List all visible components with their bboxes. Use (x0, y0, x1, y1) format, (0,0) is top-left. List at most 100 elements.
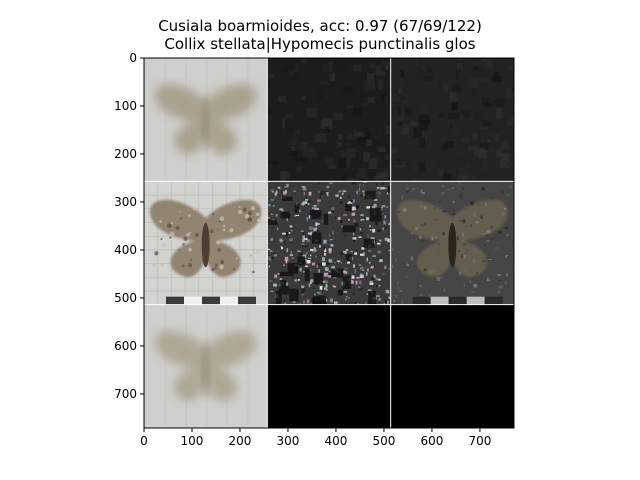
speckle (352, 199, 355, 203)
noise-patch (413, 127, 422, 138)
wing-pattern (188, 247, 192, 252)
speckle (358, 280, 362, 285)
axes-frame (143, 57, 515, 429)
speckle (327, 211, 332, 214)
speckle (312, 207, 314, 209)
speckle (345, 248, 349, 252)
speckle (279, 238, 283, 241)
speckle (384, 299, 387, 304)
speckle (318, 182, 320, 186)
speckle (308, 191, 312, 196)
noise-patch (457, 174, 469, 185)
noise-patch (328, 119, 337, 128)
speckle (309, 226, 313, 231)
speckle (275, 214, 278, 217)
speckle (367, 249, 372, 253)
wing-pattern (244, 213, 250, 219)
speckle (511, 265, 513, 269)
speckle (433, 270, 436, 272)
speckle (380, 181, 385, 185)
wing-pattern (175, 225, 180, 231)
speckle (270, 238, 274, 241)
speckle (459, 219, 463, 222)
speckle (319, 245, 321, 248)
speckle (306, 299, 310, 304)
speckle (295, 215, 300, 217)
speckle (342, 190, 347, 193)
speckle (387, 238, 390, 242)
speckle (269, 250, 273, 253)
speckle (464, 268, 467, 272)
speckle (324, 267, 329, 272)
speckle (352, 181, 356, 185)
noise-patch (384, 95, 388, 105)
noise-patch (301, 59, 307, 63)
noise-patch (456, 115, 465, 119)
noise-patch (502, 153, 510, 161)
speckle (358, 264, 362, 266)
y-tick-label: 400 (114, 243, 137, 257)
speckle (298, 253, 303, 256)
speckle (305, 202, 310, 206)
x-tick-label: 700 (468, 434, 491, 448)
speckle (358, 287, 362, 291)
speckle (309, 280, 313, 285)
wing-pattern (247, 210, 253, 216)
speckle (369, 229, 372, 231)
speckle (495, 246, 499, 250)
noise-patch (376, 126, 383, 135)
noise-patch (416, 136, 420, 142)
noise-patch (494, 134, 499, 142)
noise-patch (500, 73, 505, 84)
noise-patch (356, 137, 364, 146)
speckle (469, 224, 472, 228)
speckle (411, 188, 415, 191)
speckle (486, 230, 491, 234)
speckle (306, 217, 308, 221)
speckle (359, 253, 364, 256)
speckle (457, 250, 461, 252)
noise-patch (380, 170, 389, 181)
speckle (297, 279, 300, 281)
dark-blob (337, 289, 343, 296)
dark-blob (331, 268, 344, 278)
speckle (497, 274, 502, 276)
speckle (401, 298, 405, 303)
speckle (450, 187, 455, 189)
speckle (329, 182, 333, 184)
speckle (359, 232, 364, 234)
noise-patch (412, 166, 422, 172)
speckle (464, 255, 466, 257)
scale-bar-segment (484, 296, 503, 305)
noise-patch (376, 165, 385, 173)
wing-pattern (154, 251, 159, 256)
noise-patch (362, 174, 370, 180)
speckle (315, 207, 320, 211)
speckle (502, 212, 505, 216)
speckle (385, 289, 390, 294)
speckle (382, 273, 385, 275)
speckle (344, 251, 347, 254)
speckle (379, 239, 382, 242)
speckle (384, 187, 388, 189)
noise-patch (287, 139, 295, 148)
noise-patch (499, 159, 511, 168)
speckle (303, 288, 306, 292)
speckle (281, 246, 284, 250)
speckle (339, 196, 342, 199)
noise-patch (506, 87, 514, 98)
speckle (313, 293, 316, 297)
speckle (417, 225, 421, 228)
noise-patch (295, 157, 307, 162)
speckle (279, 278, 283, 280)
speckle (509, 185, 512, 188)
noise-patch (406, 107, 414, 117)
speckle (359, 228, 362, 231)
speckle (385, 226, 388, 229)
speckle (498, 279, 502, 282)
noise-patch (369, 63, 375, 68)
speckle (373, 274, 376, 279)
noise-patch (268, 108, 272, 114)
speckle (301, 202, 305, 206)
speckle (315, 222, 318, 227)
